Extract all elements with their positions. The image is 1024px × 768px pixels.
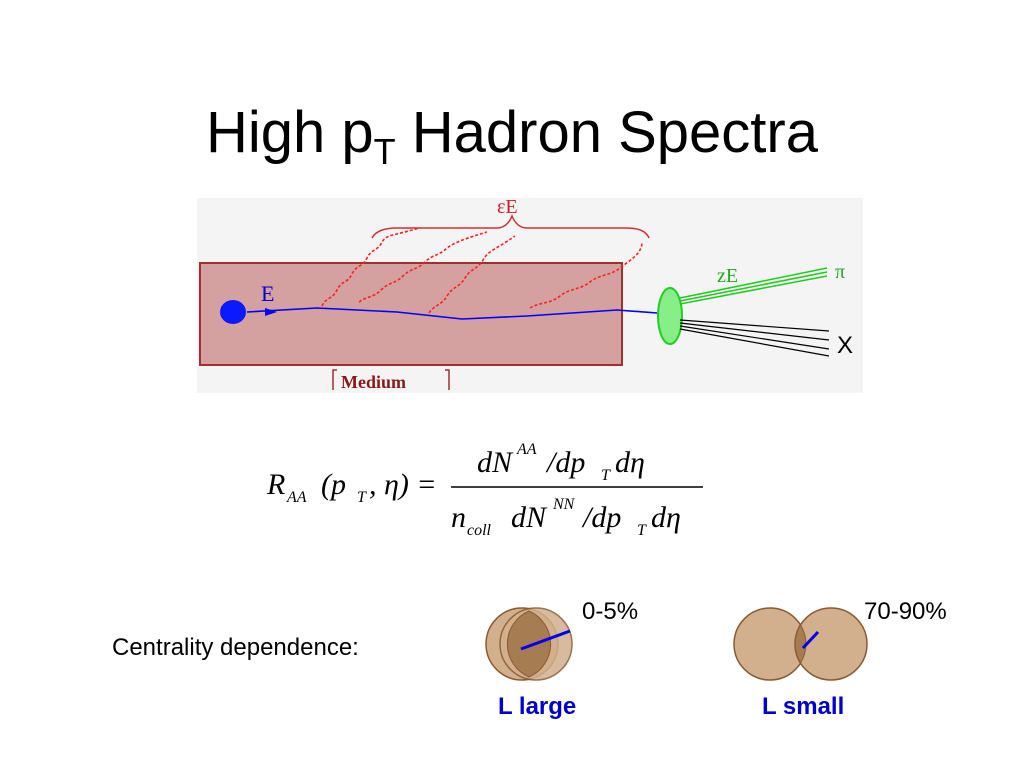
- central-path-length: [520, 629, 571, 651]
- formula-num-deta: dη: [615, 446, 645, 479]
- formula-num-sup: AA: [516, 441, 537, 458]
- ze-label: zE: [717, 265, 738, 287]
- parton-source: [220, 300, 246, 324]
- formula-den-dp: /dp: [581, 501, 621, 534]
- centrality-label: Centrality dependence:: [112, 634, 359, 661]
- gluon-1: [321, 227, 420, 307]
- formula-r: R: [266, 468, 285, 501]
- formula-den-deta: dη: [651, 501, 681, 534]
- formula-args-rest: , η) =: [369, 468, 437, 501]
- formula-den-dp-sub: T: [637, 522, 647, 539]
- formula-den-n-sub: coll: [467, 522, 492, 539]
- l-small-label: L small: [762, 693, 845, 720]
- central-overlap-region: [506, 610, 552, 678]
- formula-num-dp: /dp: [545, 446, 585, 479]
- formula-den-n: n: [451, 501, 466, 534]
- medium-bracket: [332, 369, 450, 390]
- medium-label: Medium: [341, 372, 406, 392]
- title-main: High p: [206, 100, 374, 165]
- hadronization-vertex: [657, 287, 683, 345]
- formula-r-sub: AA: [286, 489, 307, 506]
- peripheral-collision-diagram: [733, 607, 868, 681]
- formula-den-sup: NN: [552, 496, 576, 513]
- gluon-4: [529, 241, 643, 309]
- pi-label: π: [835, 261, 845, 283]
- l-large-label: L large: [498, 693, 577, 720]
- gluon-3: [428, 235, 516, 314]
- central-percent: 0-5%: [582, 598, 639, 625]
- title-subscript: T: [373, 131, 396, 172]
- formula-num-dp-sub: T: [601, 467, 611, 484]
- other-hadrons-lines: [679, 319, 830, 357]
- peripheral-path-length: [801, 630, 820, 650]
- peripheral-overlap-region: [794, 624, 807, 664]
- energy-label: E: [261, 281, 274, 306]
- formula-num-dn: dN: [477, 446, 514, 479]
- gluon-2: [358, 231, 488, 303]
- x-label: X: [837, 332, 853, 359]
- formula-den-dn: dN: [511, 501, 548, 534]
- formula-args: (p: [321, 468, 346, 501]
- jet-quenching-diagram: Medium εE E zE π X: [197, 198, 863, 393]
- raa-formula: R AA (p T , η) = dN AA /dp T dη n coll d…: [266, 441, 703, 539]
- epsilon-e-label: εE: [497, 198, 518, 218]
- slide-title: High pT Hadron Spectra: [0, 98, 1024, 170]
- epsilon-bracket: [371, 214, 650, 239]
- central-collision-diagram: [485, 607, 573, 681]
- peripheral-percent: 70-90%: [864, 598, 947, 625]
- formula-args-sub: T: [357, 489, 367, 506]
- leading-hadron-lines: [679, 267, 828, 305]
- title-rest: Hadron Spectra: [395, 100, 818, 165]
- parton-arrowhead: [265, 308, 277, 316]
- parton-path: [246, 307, 658, 320]
- gluon-radiation: [321, 227, 643, 314]
